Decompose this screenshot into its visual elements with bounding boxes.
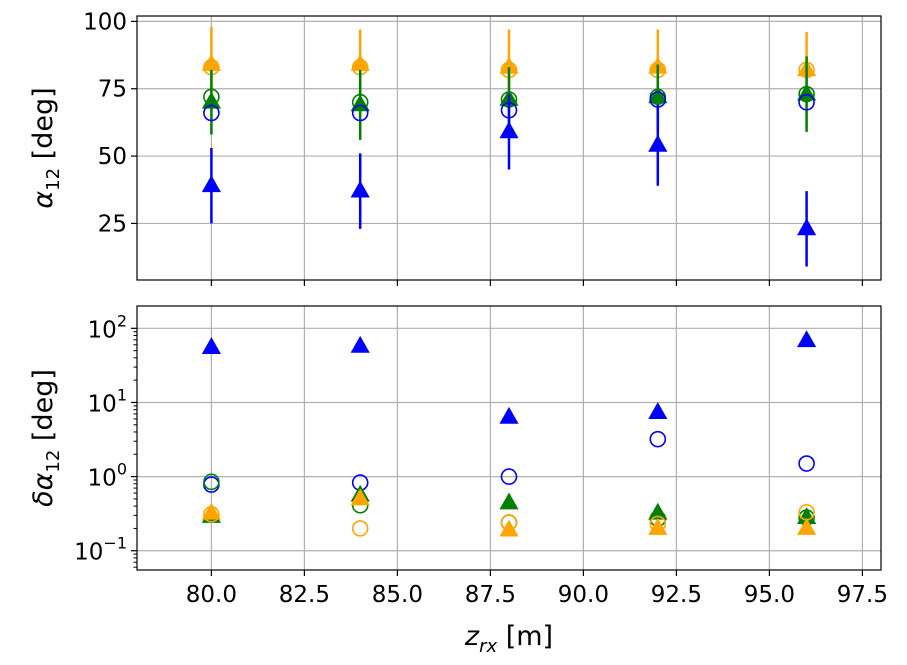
plot-frame bbox=[136, 305, 882, 571]
circle-marker bbox=[798, 455, 815, 472]
circle-marker bbox=[798, 85, 815, 103]
triangle-marker bbox=[648, 86, 668, 104]
triangle-marker bbox=[350, 335, 370, 353]
circle-marker bbox=[798, 93, 815, 111]
circle-marker bbox=[500, 468, 518, 485]
panel-1: 25 50 75 100 α12 [deg] bbox=[28, 9, 882, 286]
triangle-marker bbox=[499, 492, 519, 510]
circle-marker bbox=[351, 104, 369, 122]
y-tick-label: 50 bbox=[98, 144, 127, 170]
y-tick-label: 10−1 bbox=[74, 534, 127, 566]
circle-marker bbox=[351, 520, 369, 537]
y-tick-label: 100 bbox=[88, 460, 127, 492]
y-tick-label: 75 bbox=[98, 77, 127, 103]
triangle-marker bbox=[350, 180, 370, 198]
triangle-marker bbox=[648, 517, 668, 535]
x-tick-label: 90.0 bbox=[558, 582, 609, 608]
data-layer bbox=[201, 330, 817, 537]
triangle-marker bbox=[499, 121, 519, 139]
x-tick-label: 82.5 bbox=[279, 582, 330, 608]
data-layer bbox=[201, 26, 817, 267]
y-tick-label: 25 bbox=[98, 211, 127, 237]
x-tick-label: 87.5 bbox=[465, 582, 516, 608]
circle-marker bbox=[649, 430, 667, 448]
y-axis-label: α12 [deg] bbox=[28, 87, 64, 208]
x-tick-label: 80.0 bbox=[186, 582, 237, 608]
triangle-marker bbox=[499, 406, 519, 424]
x-tick-label: 85.0 bbox=[372, 582, 423, 608]
x-tick-label: 97.5 bbox=[837, 582, 888, 608]
triangle-marker bbox=[797, 517, 817, 535]
triangle-marker bbox=[648, 134, 668, 152]
x-tick-label: 92.5 bbox=[651, 582, 702, 608]
circle-marker bbox=[203, 88, 220, 106]
panel-2: 10−1 100 101 102 80.0 82.5 85.0 87.5 90.0 92.5 95.… bbox=[28, 305, 888, 657]
triangle-marker bbox=[499, 519, 519, 537]
triangle-marker bbox=[797, 218, 817, 236]
y-tick-label: 102 bbox=[88, 311, 127, 343]
x-tick-label: 95.0 bbox=[744, 582, 795, 608]
triangle-marker bbox=[201, 502, 221, 520]
circle-marker bbox=[203, 104, 220, 122]
triangle-marker bbox=[648, 402, 668, 419]
triangle-marker bbox=[201, 337, 221, 354]
x-axis-label: zrx [m] bbox=[464, 621, 553, 657]
y-axis-label: δα12 [deg] bbox=[28, 369, 64, 507]
triangle-marker bbox=[201, 175, 221, 193]
triangle-marker bbox=[350, 488, 370, 506]
triangle-marker bbox=[201, 91, 221, 109]
triangle-marker bbox=[797, 330, 817, 348]
circle-marker bbox=[351, 93, 369, 111]
y-tick-label: 100 bbox=[83, 9, 127, 35]
plot-frame bbox=[136, 15, 882, 281]
y-tick-label: 101 bbox=[88, 385, 127, 417]
circle-marker bbox=[203, 473, 220, 491]
